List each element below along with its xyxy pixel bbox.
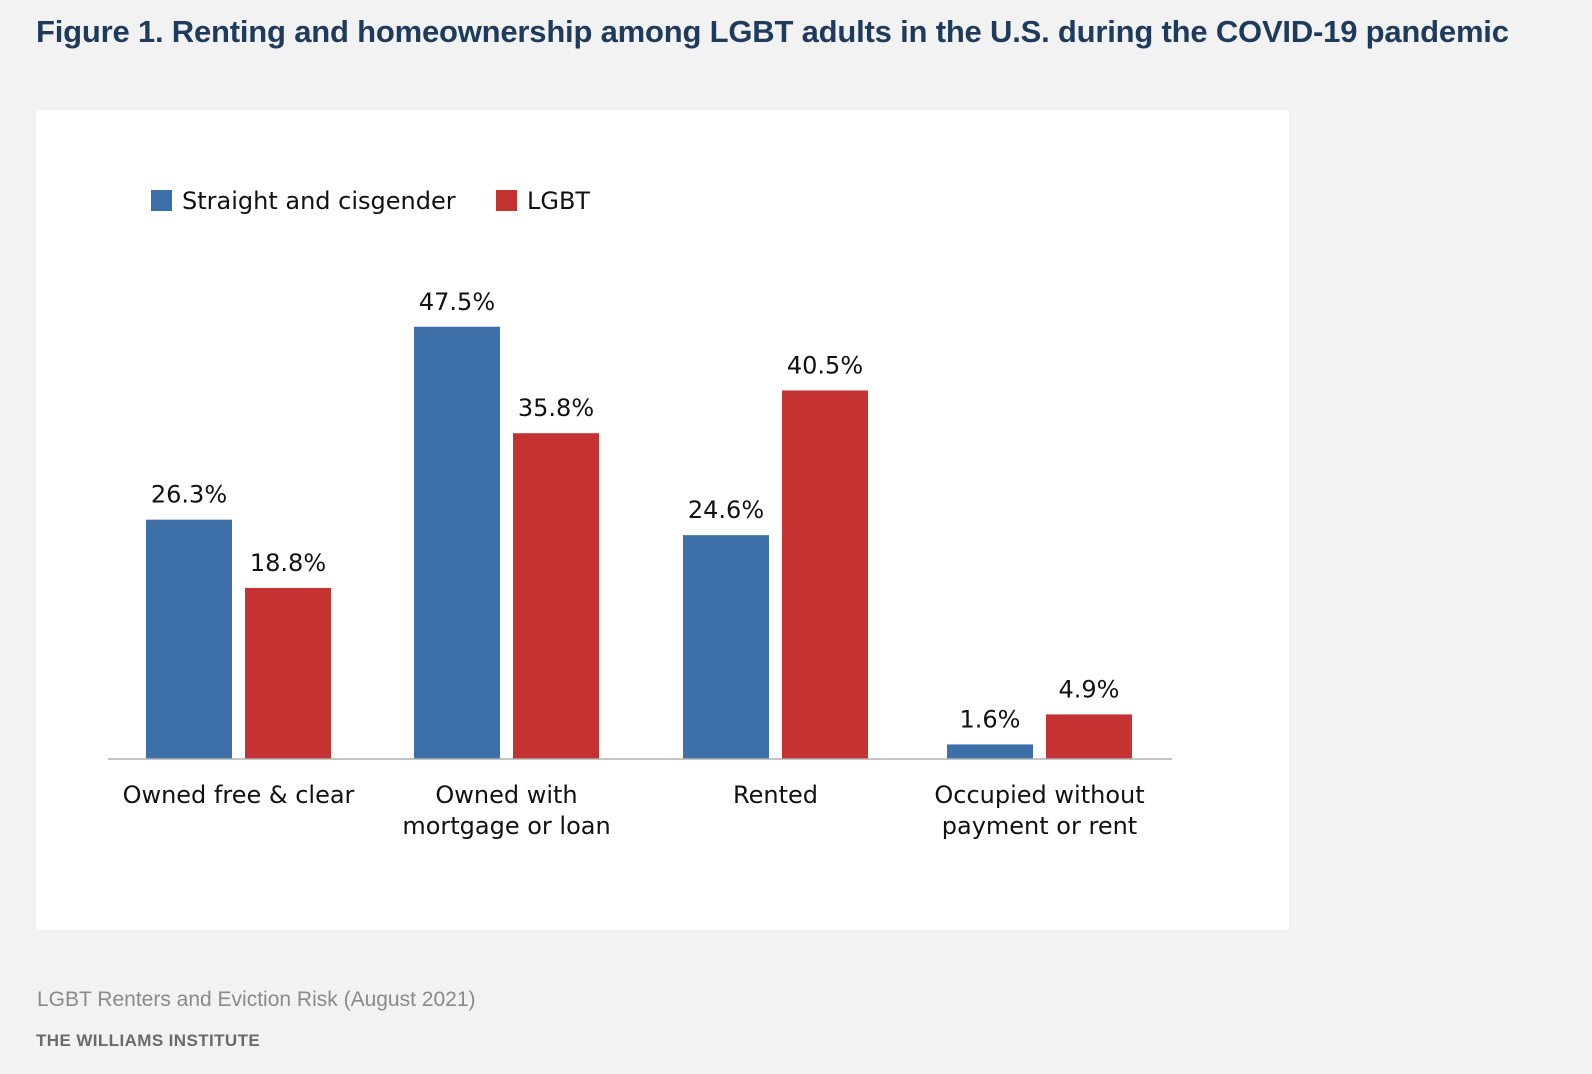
- chart-panel: Straight and cisgender LGBT 26.3% 18.8% Owne…: [36, 110, 1289, 930]
- category-label-1-line-1: mortgage or loan: [402, 812, 610, 840]
- footer-source: LGBT Renters and Eviction Risk (August 2…: [37, 988, 476, 1011]
- bar-series0-cat0: [146, 519, 232, 759]
- data-label-series0-cat2: 24.6%: [688, 496, 764, 524]
- bar-series1-cat1: [513, 433, 599, 759]
- data-label-series0-cat0: 26.3%: [151, 481, 227, 509]
- data-label-series1-cat0: 18.8%: [250, 549, 326, 577]
- data-label-series1-cat1: 35.8%: [518, 394, 594, 422]
- category-label-3-line-0: Occupied without: [934, 781, 1144, 809]
- category-label-2-line-0: Rented: [733, 781, 818, 809]
- category-label-3-line-1: payment or rent: [942, 812, 1137, 840]
- bar-series1-cat2: [782, 390, 868, 759]
- bar-series0-cat2: [683, 535, 769, 759]
- footer-organization: THE WILLIAMS INSTITUTE: [36, 1031, 261, 1050]
- category-label-0-line-0: Owned free & clear: [123, 781, 355, 809]
- data-label-series1-cat3: 4.9%: [1059, 675, 1120, 703]
- legend-label-1: LGBT: [527, 187, 590, 215]
- bar-series1-cat3: [1046, 714, 1132, 759]
- bar-chart: Straight and cisgender LGBT 26.3% 18.8% Owne…: [108, 187, 1172, 840]
- legend-swatch-1: [496, 190, 517, 211]
- category-label-1-line-0: Owned with: [435, 781, 577, 809]
- bar-series1-cat0: [245, 587, 331, 759]
- bar-series0-cat3: [947, 744, 1033, 759]
- data-label-series0-cat3: 1.6%: [960, 705, 1021, 733]
- data-label-series0-cat1: 47.5%: [419, 288, 495, 316]
- figure-title: Figure 1. Renting and homeownership amon…: [36, 14, 1509, 49]
- legend-swatch-0: [151, 190, 172, 211]
- data-label-series1-cat2: 40.5%: [787, 351, 863, 379]
- bar-series0-cat1: [414, 326, 500, 759]
- legend-label-0: Straight and cisgender: [182, 187, 456, 215]
